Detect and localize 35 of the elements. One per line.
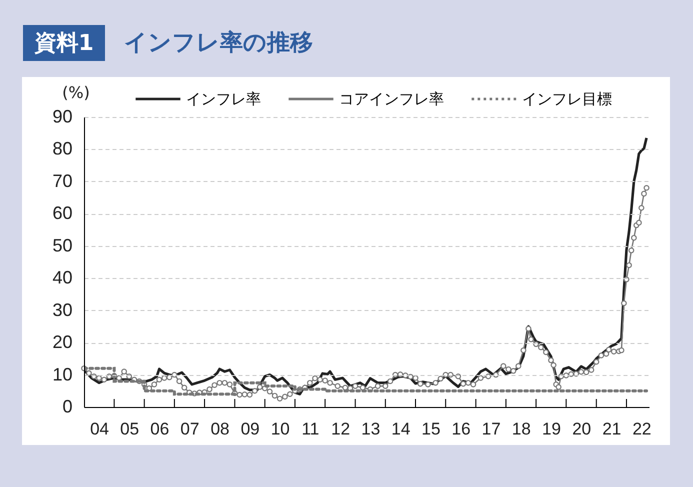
x-tick-label: 19 — [542, 420, 561, 438]
y-tick-label: 30 — [52, 300, 72, 320]
x-tick-label: 20 — [572, 420, 592, 438]
x-tick-label: 13 — [361, 420, 380, 438]
y-tick-label: 10 — [52, 364, 72, 384]
y-tick-label: 70 — [52, 170, 72, 191]
x-tick-label: 11 — [302, 420, 320, 438]
legend-label: インフレ目標 — [522, 90, 612, 108]
x-tick-label: 22 — [632, 420, 652, 438]
y-tick-label: 0 — [62, 396, 72, 416]
x-tick-label: 21 — [602, 420, 622, 438]
x-tick-label: 12 — [331, 420, 350, 438]
x-tick-label: 15 — [421, 420, 440, 438]
x-tick-label: 09 — [240, 420, 260, 438]
x-tick-label: 04 — [90, 420, 109, 438]
x-tick-label: 10 — [270, 420, 290, 438]
legend-label: コアインフレ率 — [339, 90, 444, 108]
x-tick-label: 14 — [391, 420, 410, 438]
y-tick-label: 60 — [52, 203, 72, 224]
y-tick-label: 80 — [52, 138, 72, 159]
x-tick-label: 17 — [482, 420, 501, 438]
x-tick-label: 05 — [120, 420, 140, 438]
y-tick-label: 40 — [52, 268, 72, 288]
y-tick-label: 90 — [52, 106, 72, 126]
legend-label: インフレ率 — [186, 90, 261, 108]
x-tick-label: 16 — [452, 420, 471, 438]
y-tick-label: 50 — [52, 235, 72, 256]
x-tick-label: 07 — [180, 420, 200, 438]
chart-title: インフレ率の推移 — [124, 29, 313, 56]
y-tick-label: 20 — [52, 332, 72, 352]
text: 資料1 — [33, 31, 94, 56]
x-tick-label: 06 — [150, 420, 170, 438]
x-tick-label: 18 — [512, 420, 531, 438]
y-axis-title: (%) — [62, 83, 90, 102]
x-tick-label: 08 — [210, 420, 230, 438]
